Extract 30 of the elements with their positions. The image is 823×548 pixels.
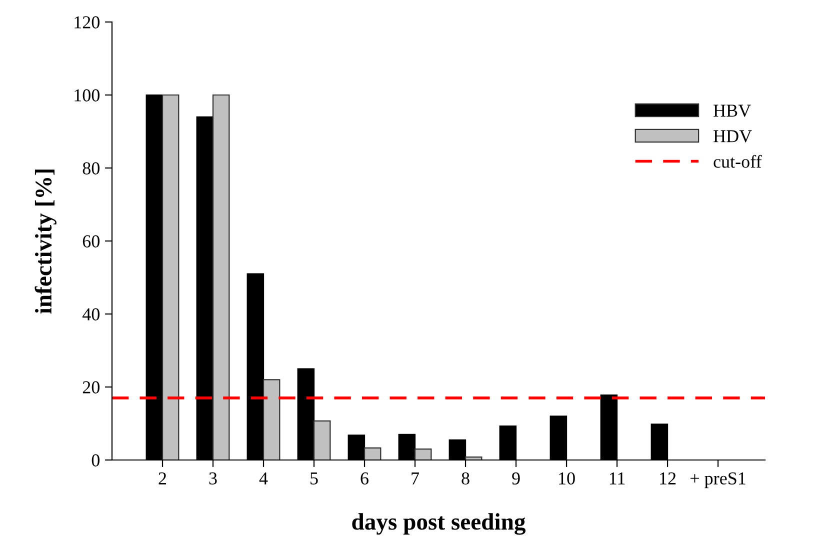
x-tick-label: 7: [412, 472, 420, 484]
y-axis-title: infectivity [%]: [34, 170, 56, 314]
y-tick-label: 80: [82, 162, 100, 174]
y-tick-label: 20: [82, 381, 100, 394]
x-tick-label: 11: [610, 472, 625, 484]
y-tick-label: 120: [74, 16, 100, 28]
legend-label: HDV: [714, 130, 752, 142]
x-tick-label: 5: [310, 472, 318, 485]
y-tick-label: 60: [82, 235, 100, 248]
y-tick-label: 40: [82, 308, 100, 320]
bar: [262, 379, 280, 460]
x-tick-label: 3: [209, 472, 217, 485]
bar: [414, 448, 432, 460]
x-tick-label: 9: [512, 472, 520, 485]
x-tick-label: + preS1: [690, 472, 746, 488]
y-tick-label: 100: [74, 89, 100, 102]
x-axis-title: days post seeding: [352, 513, 526, 535]
y-tick-label: 0: [92, 454, 100, 466]
x-tick-label: 10: [559, 472, 575, 485]
legend-label: HBV: [714, 104, 751, 117]
x-tick-label: 2: [158, 472, 166, 484]
bar: [313, 420, 331, 460]
bar: [162, 94, 180, 460]
x-tick-label: 6: [360, 472, 368, 485]
x-tick-label: 4: [259, 472, 268, 484]
x-tick-label: 12: [660, 472, 676, 484]
bar: [212, 94, 230, 460]
bar: [364, 447, 382, 460]
legend-label: cut-off: [714, 154, 762, 168]
x-tick-label: 8: [462, 472, 470, 485]
